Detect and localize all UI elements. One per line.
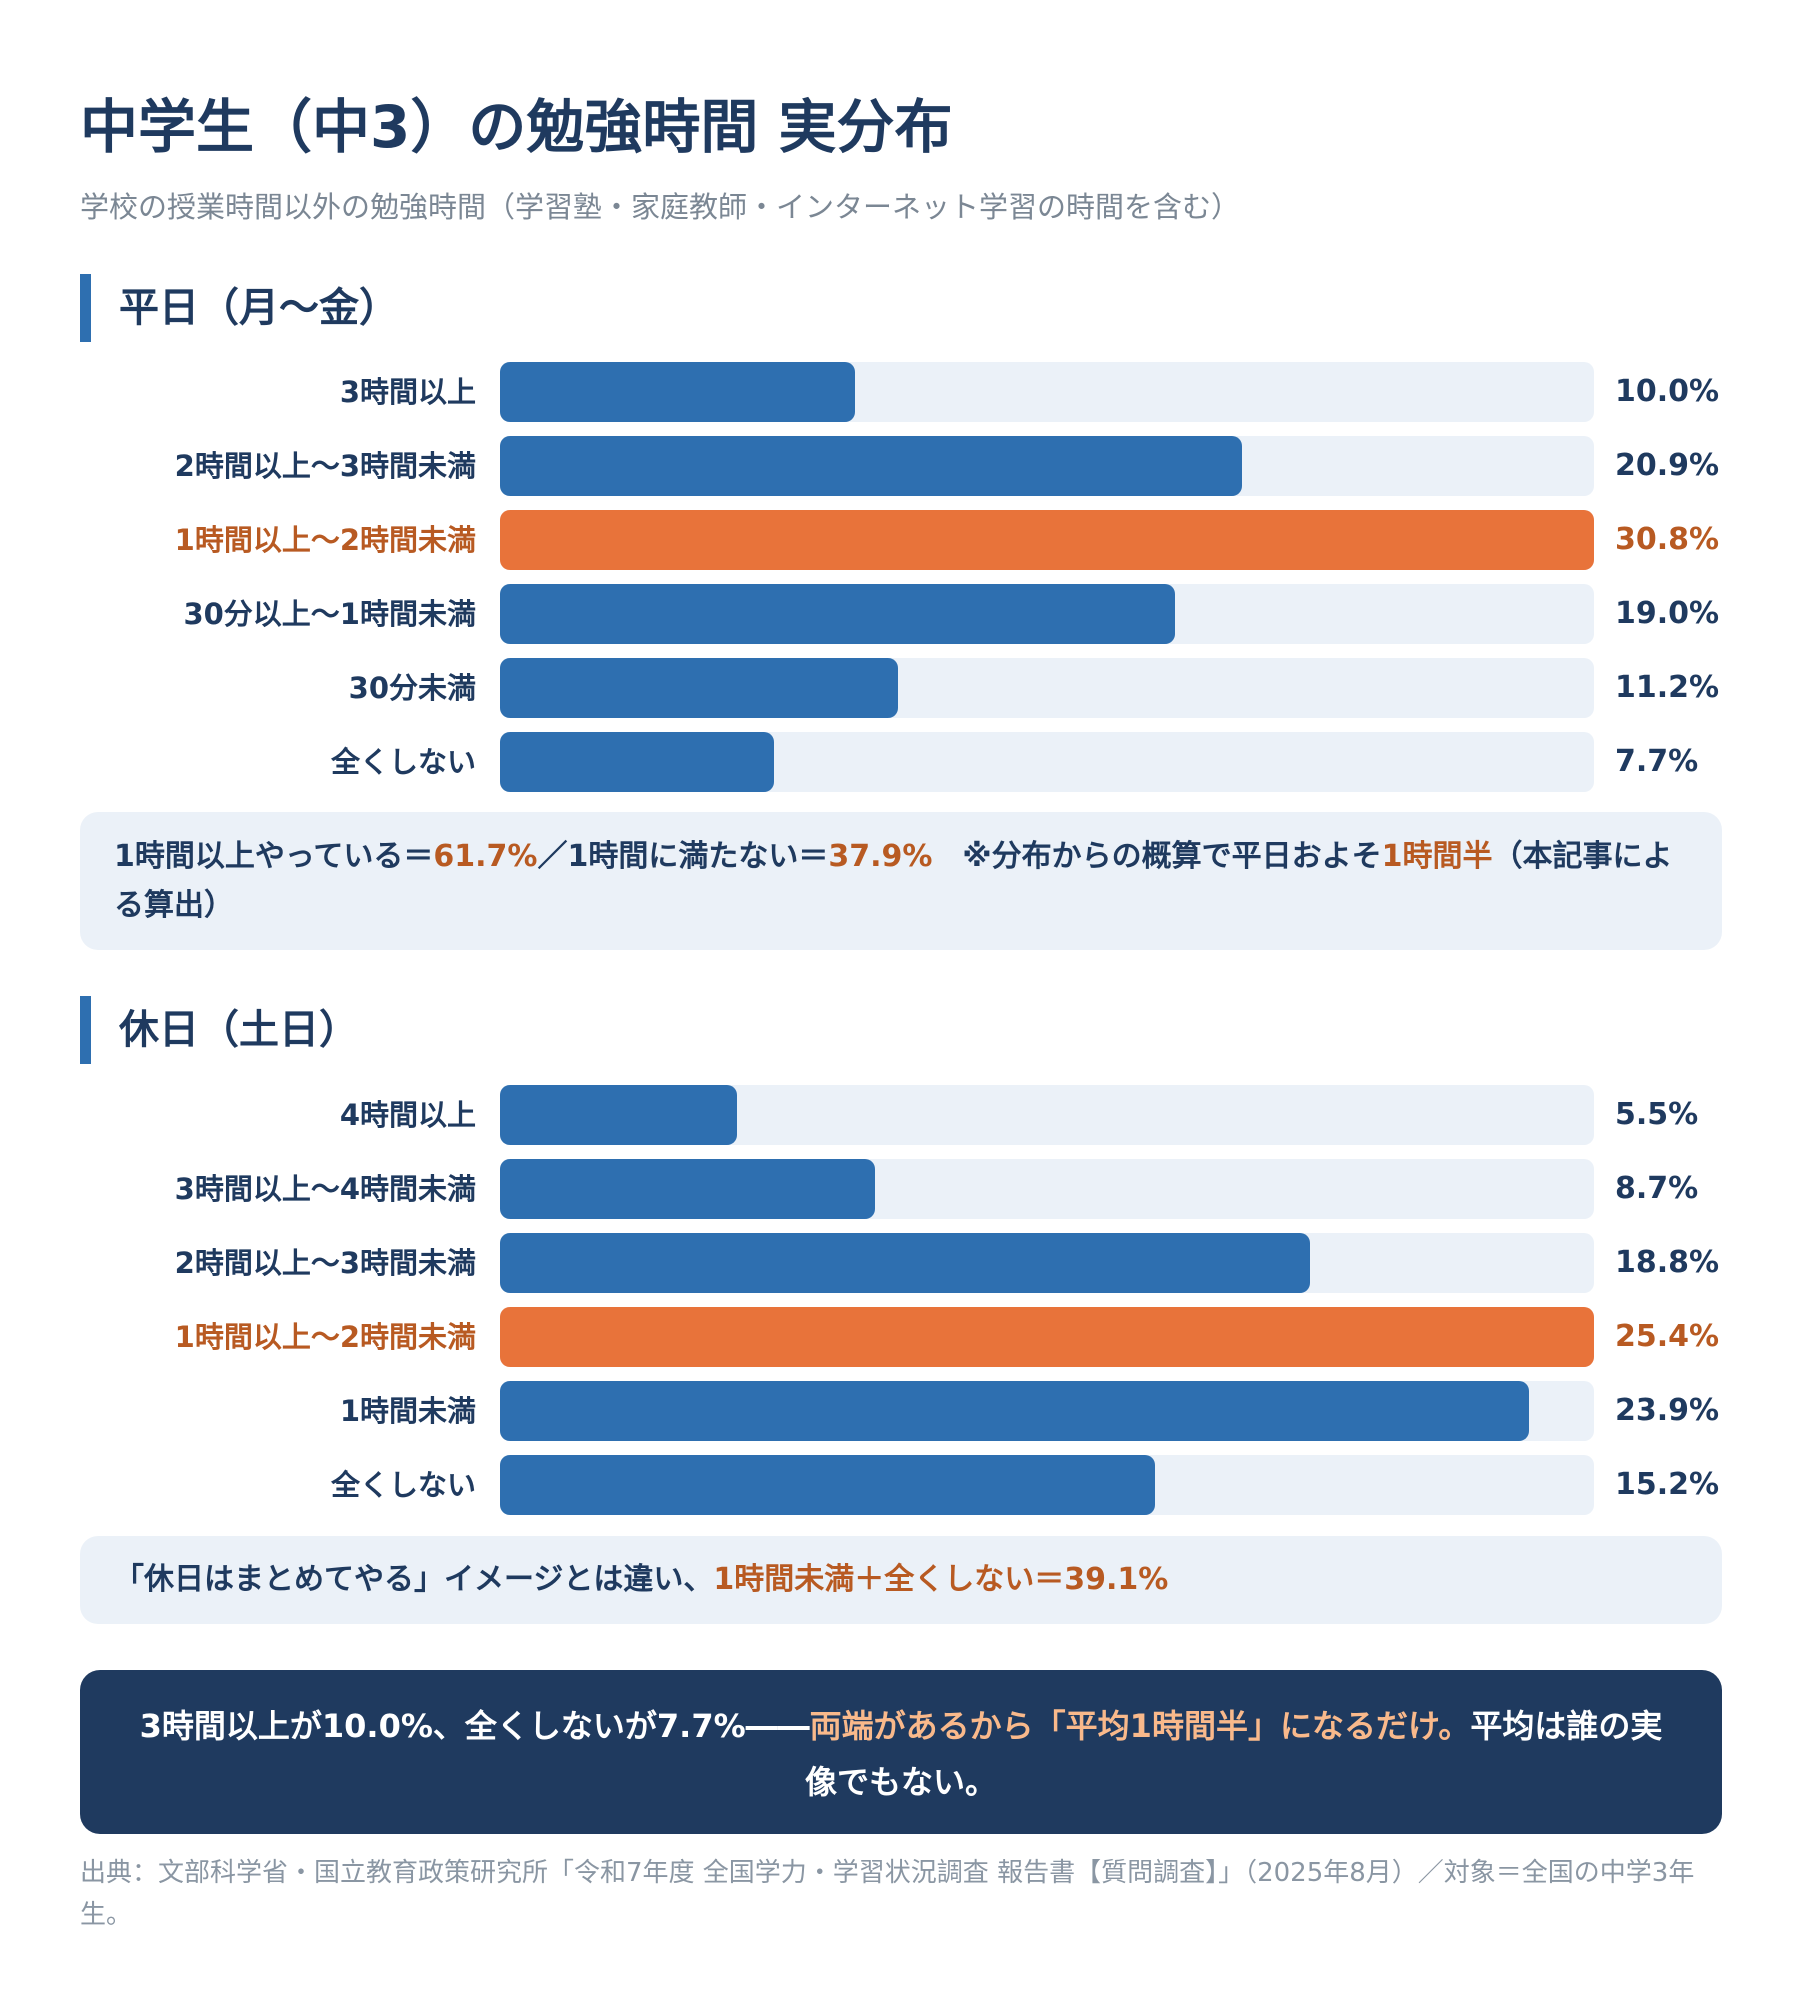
category-label: 全くしない — [330, 1468, 476, 1502]
callout-accent: 両端があるから「平均1時間半」になるだけ。 — [809, 1707, 1471, 1745]
bar — [500, 1307, 1594, 1367]
category-label: 3時間以上〜4時間未満 — [174, 1172, 476, 1206]
weekday-note-text-1: 1時間以上やっている＝ — [114, 839, 434, 874]
conclusion-callout: 3時間以上が10.0%、全くしないが7.7%――両端があるから「平均1時間半」に… — [80, 1670, 1722, 1834]
bar-row: 3時間以上 10.0% — [80, 362, 1722, 422]
value-label: 19.0% — [1615, 596, 1720, 631]
bar-track — [500, 1233, 1594, 1293]
page-title: 中学生（中3）の勉強時間 実分布 — [80, 93, 953, 161]
bar-track — [500, 362, 1594, 422]
value-label: 15.2% — [1615, 1467, 1720, 1502]
callout-text-2: 平均は誰の実像でもない。 — [804, 1707, 1663, 1801]
value-label: 23.9% — [1615, 1393, 1720, 1428]
holiday-note-value-1: 1時間未満＋全くしない＝39.1% — [713, 1562, 1169, 1597]
bar-track — [500, 658, 1594, 718]
bar — [500, 1455, 1155, 1515]
value-label: 18.8% — [1615, 1245, 1720, 1280]
bar-row: 3時間以上〜4時間未満 8.7% — [80, 1159, 1722, 1219]
bar — [500, 1159, 875, 1219]
weekday-note-value-3: 1時間半 — [1381, 839, 1493, 874]
category-label: 3時間以上 — [339, 375, 476, 409]
category-label: 30分以上〜1時間未満 — [183, 597, 476, 631]
bar — [500, 1085, 737, 1145]
weekday-note: 1時間以上やっている＝61.7%／1時間に満たない＝37.9% ※分布からの概算… — [80, 812, 1722, 950]
bar — [500, 1381, 1529, 1441]
bar-track — [500, 1159, 1594, 1219]
page-subtitle: 学校の授業時間以外の勉強時間（学習塾・家庭教師・インターネット学習の時間を含む） — [80, 190, 1241, 224]
bar-track — [500, 510, 1594, 570]
weekday-note-text-2: ／1時間に満たない＝ — [537, 839, 829, 874]
bar — [500, 732, 774, 792]
weekday-note-text-3: ※分布からの概算で平日およそ — [932, 839, 1382, 874]
bar — [500, 436, 1242, 496]
category-label: 4時間以上 — [339, 1098, 476, 1132]
value-label: 7.7% — [1615, 744, 1699, 779]
category-label: 全くしない — [330, 745, 476, 779]
weekday-heading: 平日（月〜金） — [80, 274, 399, 342]
bar-track — [500, 584, 1594, 644]
bar-row: 1時間未満 23.9% — [80, 1381, 1722, 1441]
bar-row: 2時間以上〜3時間未満 18.8% — [80, 1233, 1722, 1293]
value-label: 5.5% — [1615, 1097, 1699, 1132]
callout-text-1: 3時間以上が10.0%、全くしないが7.7%―― — [139, 1707, 810, 1745]
bar-track — [500, 436, 1594, 496]
bar-row: 4時間以上 5.5% — [80, 1085, 1722, 1145]
category-label: 2時間以上〜3時間未満 — [174, 1246, 476, 1280]
value-label: 8.7% — [1615, 1171, 1699, 1206]
bar-row: 30分未満 11.2% — [80, 658, 1722, 718]
bar-row: 2時間以上〜3時間未満 20.9% — [80, 436, 1722, 496]
holiday-note: 「休日はまとめてやる」イメージとは違い、1時間未満＋全くしない＝39.1% — [80, 1536, 1722, 1624]
category-label: 1時間以上〜2時間未満 — [174, 523, 476, 557]
category-label: 1時間以上〜2時間未満 — [174, 1320, 476, 1354]
bar-row: 30分以上〜1時間未満 19.0% — [80, 584, 1722, 644]
category-label: 2時間以上〜3時間未満 — [174, 449, 476, 483]
value-label: 25.4% — [1615, 1319, 1720, 1354]
bar — [500, 584, 1175, 644]
bar — [500, 658, 898, 718]
value-label: 30.8% — [1615, 522, 1720, 557]
bar-row: 全くしない 7.7% — [80, 732, 1722, 792]
value-label: 20.9% — [1615, 448, 1720, 483]
bar-row: 1時間以上〜2時間未満 30.8% — [80, 510, 1722, 570]
bar — [500, 362, 855, 422]
bar-row: 1時間以上〜2時間未満 25.4% — [80, 1307, 1722, 1367]
category-label: 1時間未満 — [339, 1394, 476, 1428]
holiday-heading: 休日（土日） — [80, 996, 359, 1064]
bar-track — [500, 1455, 1594, 1515]
value-label: 11.2% — [1615, 670, 1720, 705]
weekday-note-text-4: （本記事による算出） — [114, 839, 1673, 923]
category-label: 30分未満 — [348, 671, 476, 705]
holiday-note-text-1: 「休日はまとめてやる」イメージとは違い、 — [114, 1562, 714, 1597]
weekday-note-value-2: 37.9% — [828, 839, 933, 874]
value-label: 10.0% — [1615, 374, 1720, 409]
bar-track — [500, 732, 1594, 792]
bar-row: 全くしない 15.2% — [80, 1455, 1722, 1515]
weekday-note-value-1: 61.7% — [433, 839, 538, 874]
bar-track — [500, 1085, 1594, 1145]
bar — [500, 1233, 1310, 1293]
bar-track — [500, 1307, 1594, 1367]
bar-track — [500, 1381, 1594, 1441]
bar — [500, 510, 1594, 570]
source-note: 出典：文部科学省・国立教育政策研究所「令和7年度 全国学力・学習状況調査 報告書… — [80, 1858, 1695, 1930]
